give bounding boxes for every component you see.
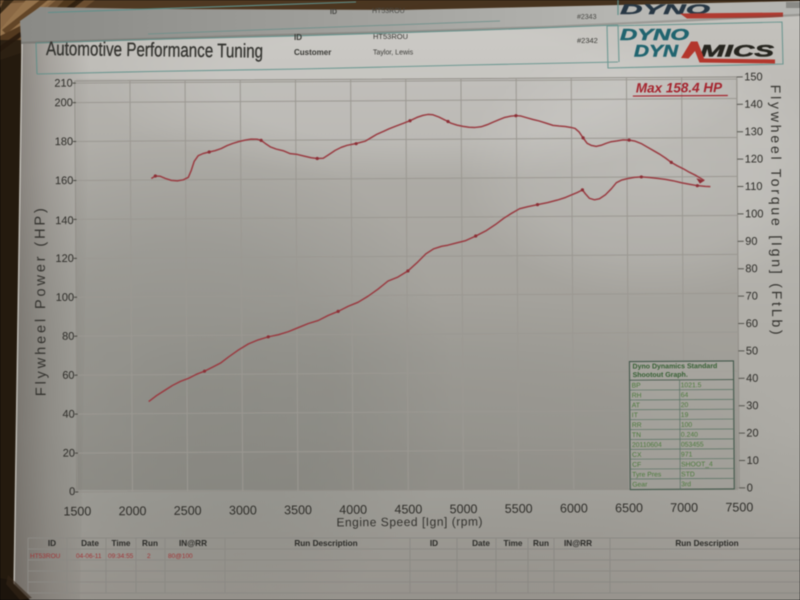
svg-text:RR: RR <box>632 422 642 429</box>
svg-text:Run: Run <box>142 539 158 548</box>
svg-text:80@100: 80@100 <box>168 553 193 560</box>
svg-text:4500: 4500 <box>394 502 422 516</box>
svg-text:CF: CF <box>632 462 641 469</box>
svg-text:CX: CX <box>632 452 642 459</box>
svg-text:130: 130 <box>745 126 763 138</box>
svg-text:5000: 5000 <box>450 502 478 516</box>
svg-text:160: 160 <box>55 175 73 187</box>
svg-text:Max 158.4 HP: Max 158.4 HP <box>636 80 723 96</box>
svg-text:IN@RR: IN@RR <box>564 539 592 548</box>
svg-text:MICS: MICS <box>700 43 774 61</box>
svg-text:Run Description: Run Description <box>294 539 357 548</box>
svg-text:50: 50 <box>746 345 758 357</box>
svg-text:Automotive Performance Tuning: Automotive Performance Tuning <box>46 38 263 63</box>
svg-text:Time: Time <box>504 539 523 548</box>
svg-text:140: 140 <box>744 99 762 111</box>
svg-text:180: 180 <box>55 136 73 148</box>
svg-text:STD: STD <box>681 471 695 478</box>
svg-text:70: 70 <box>746 291 758 303</box>
svg-text:HT53ROU: HT53ROU <box>30 553 61 560</box>
svg-text:HT53ROU: HT53ROU <box>372 8 405 15</box>
svg-text:100: 100 <box>745 208 763 220</box>
svg-text:40: 40 <box>62 409 74 421</box>
svg-text:Gear: Gear <box>632 481 648 488</box>
svg-text:AT: AT <box>632 402 640 409</box>
svg-text:1021.5: 1021.5 <box>681 382 702 389</box>
svg-text:IN@RR: IN@RR <box>179 539 207 548</box>
svg-text:ID: ID <box>430 539 438 548</box>
svg-text:1500: 1500 <box>63 504 91 518</box>
svg-text:Engine Speed [Ign] (rpm): Engine Speed [Ign] (rpm) <box>336 515 482 530</box>
svg-text:3000: 3000 <box>229 503 257 517</box>
svg-text:6000: 6000 <box>560 501 588 515</box>
svg-text:04-06-11: 04-06-11 <box>76 553 102 560</box>
svg-text:7500: 7500 <box>725 500 753 514</box>
svg-text:90: 90 <box>745 236 757 248</box>
svg-text:210: 210 <box>54 78 72 90</box>
svg-text:110: 110 <box>745 181 763 193</box>
svg-text:100: 100 <box>681 422 693 429</box>
svg-text:3rd: 3rd <box>681 481 691 488</box>
svg-text:2500: 2500 <box>174 504 202 518</box>
svg-text:0: 0 <box>747 482 753 494</box>
svg-text:3500: 3500 <box>284 503 312 517</box>
svg-text:Shootout Graph.: Shootout Graph. <box>633 372 688 379</box>
svg-text:Time: Time <box>112 539 131 548</box>
svg-text:4000: 4000 <box>339 503 367 517</box>
svg-text:Tyre Pres: Tyre Pres <box>632 472 662 479</box>
svg-text:80: 80 <box>62 331 74 343</box>
svg-text:Run Description: Run Description <box>675 539 738 548</box>
svg-text:Customer: Customer <box>294 48 331 57</box>
svg-text:971: 971 <box>681 452 693 459</box>
svg-text:DYN: DYN <box>634 43 679 61</box>
svg-text:140: 140 <box>55 215 73 227</box>
svg-text:#2342: #2342 <box>577 36 598 45</box>
svg-text:ID: ID <box>48 539 56 548</box>
svg-text:20110604: 20110604 <box>632 442 662 449</box>
svg-text:2: 2 <box>147 553 151 560</box>
svg-text:ID: ID <box>330 9 337 16</box>
svg-text:Date: Date <box>81 539 99 548</box>
svg-text:64: 64 <box>681 392 689 399</box>
svg-text:Flywheel Torque [Ign] (FtLb): Flywheel Torque [Ign] (FtLb) <box>768 85 786 335</box>
svg-text:TN: TN <box>632 432 641 439</box>
svg-text:HT53ROU: HT53ROU <box>373 32 408 41</box>
svg-text:SHOOT_4: SHOOT_4 <box>681 461 713 468</box>
svg-text:20: 20 <box>63 448 75 460</box>
svg-text:120: 120 <box>745 153 763 165</box>
svg-text:100: 100 <box>56 292 74 304</box>
svg-text:0.240: 0.240 <box>681 432 698 439</box>
svg-text:RH: RH <box>632 392 642 399</box>
svg-text:5500: 5500 <box>505 502 533 516</box>
svg-text:BP: BP <box>632 383 642 390</box>
svg-text:Run: Run <box>533 539 549 548</box>
svg-text:Flywheel Power (HP): Flywheel Power (HP) <box>33 208 50 396</box>
svg-text:10: 10 <box>747 455 759 467</box>
svg-text:30: 30 <box>746 400 758 412</box>
svg-text:20: 20 <box>746 428 758 440</box>
svg-text:Date: Date <box>472 539 490 548</box>
svg-text:DYNO: DYNO <box>620 1 710 17</box>
svg-text:7000: 7000 <box>670 501 698 515</box>
svg-text:09:34:55: 09:34:55 <box>108 553 134 560</box>
svg-text:DYNO: DYNO <box>620 27 689 44</box>
svg-text:Dyno Dynamics Standard: Dyno Dynamics Standard <box>632 363 717 371</box>
svg-text:40: 40 <box>746 373 758 385</box>
svg-text:150: 150 <box>744 71 762 83</box>
svg-text:6500: 6500 <box>615 501 643 515</box>
svg-text:2000: 2000 <box>119 504 147 518</box>
svg-text:#2343: #2343 <box>577 14 597 21</box>
svg-text:IT: IT <box>632 412 638 419</box>
svg-text:053455: 053455 <box>681 442 704 449</box>
svg-text:60: 60 <box>62 370 74 382</box>
svg-text:60: 60 <box>746 318 758 330</box>
svg-text:Taylor, Lewis: Taylor, Lewis <box>373 50 414 57</box>
svg-text:ID: ID <box>294 33 302 42</box>
svg-text:80: 80 <box>745 263 757 275</box>
svg-text:120: 120 <box>55 253 73 265</box>
svg-text:19: 19 <box>681 412 689 419</box>
svg-text:200: 200 <box>54 97 72 109</box>
svg-text:20: 20 <box>681 402 689 409</box>
svg-text:0: 0 <box>69 486 75 498</box>
